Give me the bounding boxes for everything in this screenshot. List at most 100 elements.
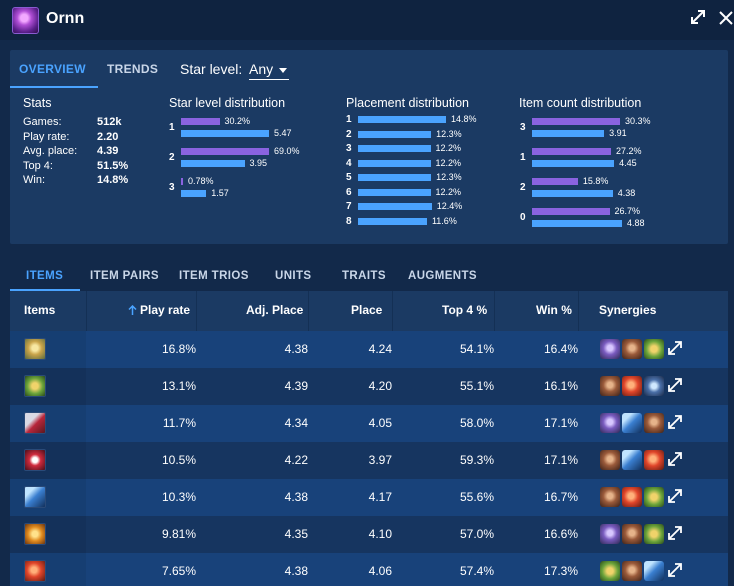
cell-play-rate: 10.3%	[161, 490, 196, 504]
cell-win: 16.6%	[543, 527, 578, 541]
table-row[interactable]: 9.81% 4.35 4.10 57.0% 16.6%	[10, 516, 728, 553]
blue-blade-icon[interactable]	[622, 450, 642, 470]
purple-wing-icon[interactable]	[600, 524, 620, 544]
col-place[interactable]: Place	[351, 303, 383, 317]
brown-shield-icon[interactable]	[644, 413, 664, 433]
distribution-key: 1	[169, 122, 175, 133]
placement-bar	[358, 116, 446, 123]
share-bar	[532, 148, 611, 155]
green-gold-icon[interactable]	[644, 339, 664, 359]
share-label: 30.2%	[224, 116, 251, 126]
star-level-dropdown[interactable]: Any	[249, 61, 289, 80]
expand-row-icon[interactable]	[667, 414, 683, 430]
col-synergies[interactable]: Synergies	[599, 303, 657, 317]
purple-wing-icon[interactable]	[600, 413, 620, 433]
cell-place: 4.05	[368, 416, 392, 430]
tab-items[interactable]: ITEMS	[26, 270, 64, 282]
item-red-orb-icon[interactable]	[24, 560, 46, 582]
green-gold-icon[interactable]	[600, 561, 620, 581]
star-level-label: Star level:	[180, 61, 243, 77]
tab-trends[interactable]: TRENDS	[107, 62, 159, 76]
placement-bar	[358, 145, 431, 152]
distribution-key: 3	[169, 182, 175, 193]
brown-shield-icon[interactable]	[622, 524, 642, 544]
tab-overview[interactable]: OVERVIEW	[19, 62, 86, 76]
stat-value: 51.5%	[97, 159, 129, 172]
col-top4[interactable]: Top 4 %	[442, 303, 488, 317]
tab-units[interactable]: UNITS	[275, 270, 312, 282]
table-row[interactable]: 10.5% 4.22 3.97 59.3% 17.1%	[10, 442, 728, 479]
blue-blade-icon[interactable]	[644, 561, 664, 581]
cell-win: 17.3%	[543, 564, 578, 578]
placement-key: 5	[346, 172, 352, 183]
cell-adj-place: 4.38	[284, 564, 308, 578]
share-bar	[181, 118, 220, 125]
col-items[interactable]: Items	[24, 303, 56, 317]
item-green-gold-icon[interactable]	[24, 375, 46, 397]
green-gold-icon[interactable]	[644, 487, 664, 507]
placement-key: 3	[346, 143, 352, 154]
item-red-blade-icon[interactable]	[24, 412, 46, 434]
tab-item-trios[interactable]: ITEM TRIOS	[179, 270, 249, 282]
tab-augments[interactable]: AUGMENTS	[408, 270, 478, 282]
item-cell	[10, 442, 86, 479]
cell-adj-place: 4.39	[284, 379, 308, 393]
red-orb-icon[interactable]	[622, 487, 642, 507]
red-orb-icon[interactable]	[644, 450, 664, 470]
green-gold-icon[interactable]	[644, 524, 664, 544]
close-icon[interactable]	[716, 9, 734, 31]
placement-bar	[358, 174, 432, 181]
item-blue-blade-icon[interactable]	[24, 486, 46, 508]
expand-row-icon[interactable]	[667, 562, 683, 578]
table-row[interactable]: 10.3% 4.38 4.17 55.6% 16.7%	[10, 479, 728, 516]
share-label: 27.2%	[615, 146, 642, 156]
col-play-rate[interactable]: Play rate	[128, 303, 190, 317]
cell-adj-place: 4.38	[284, 490, 308, 504]
expand-row-icon[interactable]	[667, 377, 683, 393]
brown-shield-icon[interactable]	[600, 487, 620, 507]
cell-adj-place: 4.22	[284, 453, 308, 467]
cell-place: 4.06	[368, 564, 392, 578]
item-gold-icon[interactable]	[24, 338, 46, 360]
avg-place-bar	[532, 220, 622, 227]
col-win[interactable]: Win %	[536, 303, 572, 317]
placement-key: 1	[346, 114, 352, 125]
table-row[interactable]: 13.1% 4.39 4.20 55.1% 16.1%	[10, 368, 728, 405]
col-adj-place[interactable]: Adj. Place	[246, 303, 304, 317]
expand-row-icon[interactable]	[667, 525, 683, 541]
brown-shield-icon[interactable]	[600, 450, 620, 470]
stat-value: 512k	[97, 116, 122, 128]
expand-icon[interactable]	[688, 9, 708, 31]
distribution-key: 2	[169, 152, 175, 163]
table-row[interactable]: 16.8% 4.38 4.24 54.1% 16.4%	[10, 331, 728, 368]
purple-wing-icon[interactable]	[600, 339, 620, 359]
brown-shield-icon[interactable]	[622, 339, 642, 359]
blue-crest-icon[interactable]	[644, 376, 664, 396]
tab-item-pairs[interactable]: ITEM PAIRS	[90, 270, 159, 282]
item-red-crest-icon[interactable]	[24, 449, 46, 471]
cell-play-rate: 11.7%	[162, 416, 196, 430]
red-orb-icon[interactable]	[622, 376, 642, 396]
avg-place-bar	[181, 190, 207, 197]
table-row[interactable]: 7.65% 4.38 4.06 57.4% 17.3%	[10, 553, 728, 586]
brown-shield-icon[interactable]	[622, 561, 642, 581]
share-bar	[532, 118, 620, 125]
blue-blade-icon[interactable]	[622, 413, 642, 433]
expand-row-icon[interactable]	[667, 488, 683, 504]
stat-label: Avg. place:	[23, 145, 78, 157]
item-orange-gem-icon[interactable]	[24, 523, 46, 545]
arrow-up-icon	[128, 304, 137, 315]
window-title: Ornn	[46, 10, 85, 27]
tab-traits[interactable]: TRAITS	[342, 270, 386, 282]
placement-label: 12.4%	[436, 201, 463, 211]
avg-place-label: 3.91	[609, 128, 627, 138]
expand-row-icon[interactable]	[667, 451, 683, 467]
share-label: 15.8%	[582, 176, 609, 186]
table-row[interactable]: 11.7% 4.34 4.05 58.0% 17.1%	[10, 405, 728, 442]
brown-shield-icon[interactable]	[600, 376, 620, 396]
star-distribution-title: Star level distribution	[169, 96, 286, 110]
placement-key: 8	[346, 215, 352, 227]
expand-row-icon[interactable]	[667, 340, 683, 356]
cell-win: 17.1%	[543, 416, 578, 430]
cell-place: 3.97	[368, 453, 392, 467]
